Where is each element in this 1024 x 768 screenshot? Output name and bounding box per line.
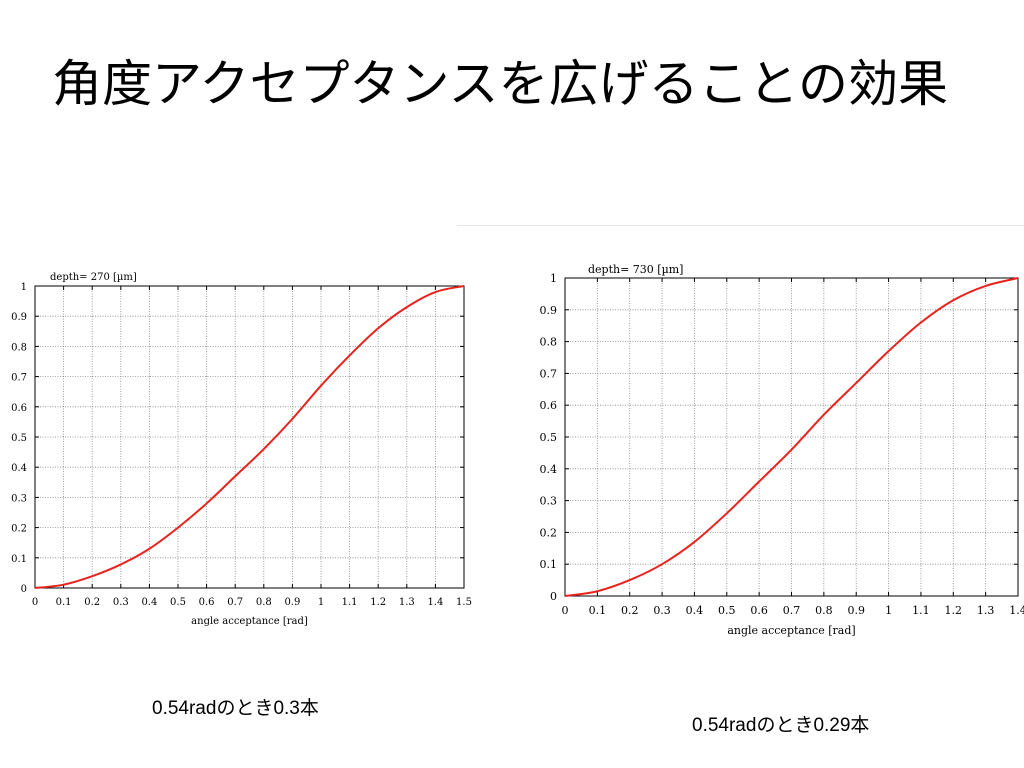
plot-frame xyxy=(34,285,465,589)
left-chart-panel xyxy=(0,258,528,658)
slide-title: 角度アクセプタンスを広げることの効果 xyxy=(52,55,948,113)
x-tick-label: 0.8 xyxy=(815,604,833,617)
y-tick-label: 0.4 xyxy=(11,463,27,474)
x-tick-label: 1.1 xyxy=(342,597,358,608)
y-tick-label: 0.5 xyxy=(540,431,558,444)
y-tick-label: 0.6 xyxy=(11,403,27,414)
x-tick-label: 1 xyxy=(318,597,324,608)
x-tick-label: 0.3 xyxy=(113,597,129,608)
y-tick-label: 0.2 xyxy=(11,524,27,535)
x-tick-label: 0.5 xyxy=(170,597,186,608)
y-tick-label: 0.9 xyxy=(11,312,27,323)
chart-depth-270: 0 0.1 0.2 0.3 0.4 0.5 0.6 0.7 0.8 0.9 1 1.1 1.2 1.3 1.… xyxy=(11,272,472,627)
x-tick-label: 0.4 xyxy=(686,604,704,617)
x-tick-label: 0 xyxy=(32,597,38,608)
series-line xyxy=(564,277,1019,597)
y-tick-label: 0.4 xyxy=(540,463,558,476)
x-tick-label: 0.1 xyxy=(589,604,607,617)
y-tick-label: 1 xyxy=(21,282,27,293)
x-tick-label: 1.4 xyxy=(1009,604,1024,617)
x-tick-label: 0.9 xyxy=(847,604,865,617)
x-tick-label: 0.8 xyxy=(256,597,272,608)
x-tick-label: 0.1 xyxy=(56,597,72,608)
y-tick-label: 0 xyxy=(21,584,27,595)
y-tick-label: 0.2 xyxy=(540,526,558,539)
x-tick-label: 1.2 xyxy=(370,597,386,608)
y-tick-label: 0.3 xyxy=(11,493,27,504)
y-tick-label: 0.7 xyxy=(540,367,558,380)
chart-depth-730: 0 0.1 0.2 0.3 0.4 0.5 0.6 0.7 0.8 0.9 1 1.1 1.2 1.3 1.… xyxy=(540,263,1024,637)
x-tick-label: 0.7 xyxy=(783,604,801,617)
y-tick-label: 0.3 xyxy=(540,495,558,508)
chart-title: depth= 730 [µm] xyxy=(588,263,683,276)
x-tick-label: 1.3 xyxy=(399,597,415,608)
x-tick-label: 1.5 xyxy=(456,597,472,608)
x-tick-label: 1.3 xyxy=(977,604,995,617)
x-tick-label: 0.3 xyxy=(653,604,671,617)
x-tick-label: 0.9 xyxy=(284,597,300,608)
x-tick-label: 0.2 xyxy=(621,604,639,617)
y-tick-label: 1 xyxy=(550,272,557,285)
x-tick-label: 1 xyxy=(885,604,892,617)
y-tick-label: 0.8 xyxy=(540,336,558,349)
x-axis-label: angle acceptance [rad] xyxy=(191,616,308,627)
y-tick-label: 0.8 xyxy=(11,342,27,353)
x-tick-label: 1.2 xyxy=(945,604,963,617)
x-tick-label: 0.6 xyxy=(199,597,215,608)
y-tick-label: 0.9 xyxy=(540,304,558,317)
x-tick-label: 0.7 xyxy=(227,597,243,608)
y-tick-label: 0.1 xyxy=(540,558,558,571)
series-line xyxy=(34,285,465,589)
x-tick-label: 0.2 xyxy=(84,597,100,608)
right-chart-panel xyxy=(457,225,1024,666)
x-tick-label: 0 xyxy=(562,604,569,617)
x-axis-label: angle acceptance [rad] xyxy=(727,624,855,637)
y-tick-label: 0.6 xyxy=(540,399,558,412)
x-tick-label: 1.4 xyxy=(427,597,443,608)
caption-right: 0.54radのとき0.29本 xyxy=(692,715,870,736)
y-tick-label: 0.5 xyxy=(11,433,27,444)
y-tick-label: 0.1 xyxy=(11,554,27,565)
y-tick-label: 0.7 xyxy=(11,373,27,384)
x-tick-label: 0.5 xyxy=(718,604,736,617)
x-tick-label: 0.6 xyxy=(750,604,768,617)
chart-title: depth= 270 [µm] xyxy=(50,272,137,283)
x-tick-label: 0.4 xyxy=(141,597,157,608)
caption-left: 0.54radのとき0.3本 xyxy=(152,698,319,719)
x-tick-label: 1.1 xyxy=(912,604,930,617)
y-tick-label: 0 xyxy=(550,590,557,603)
